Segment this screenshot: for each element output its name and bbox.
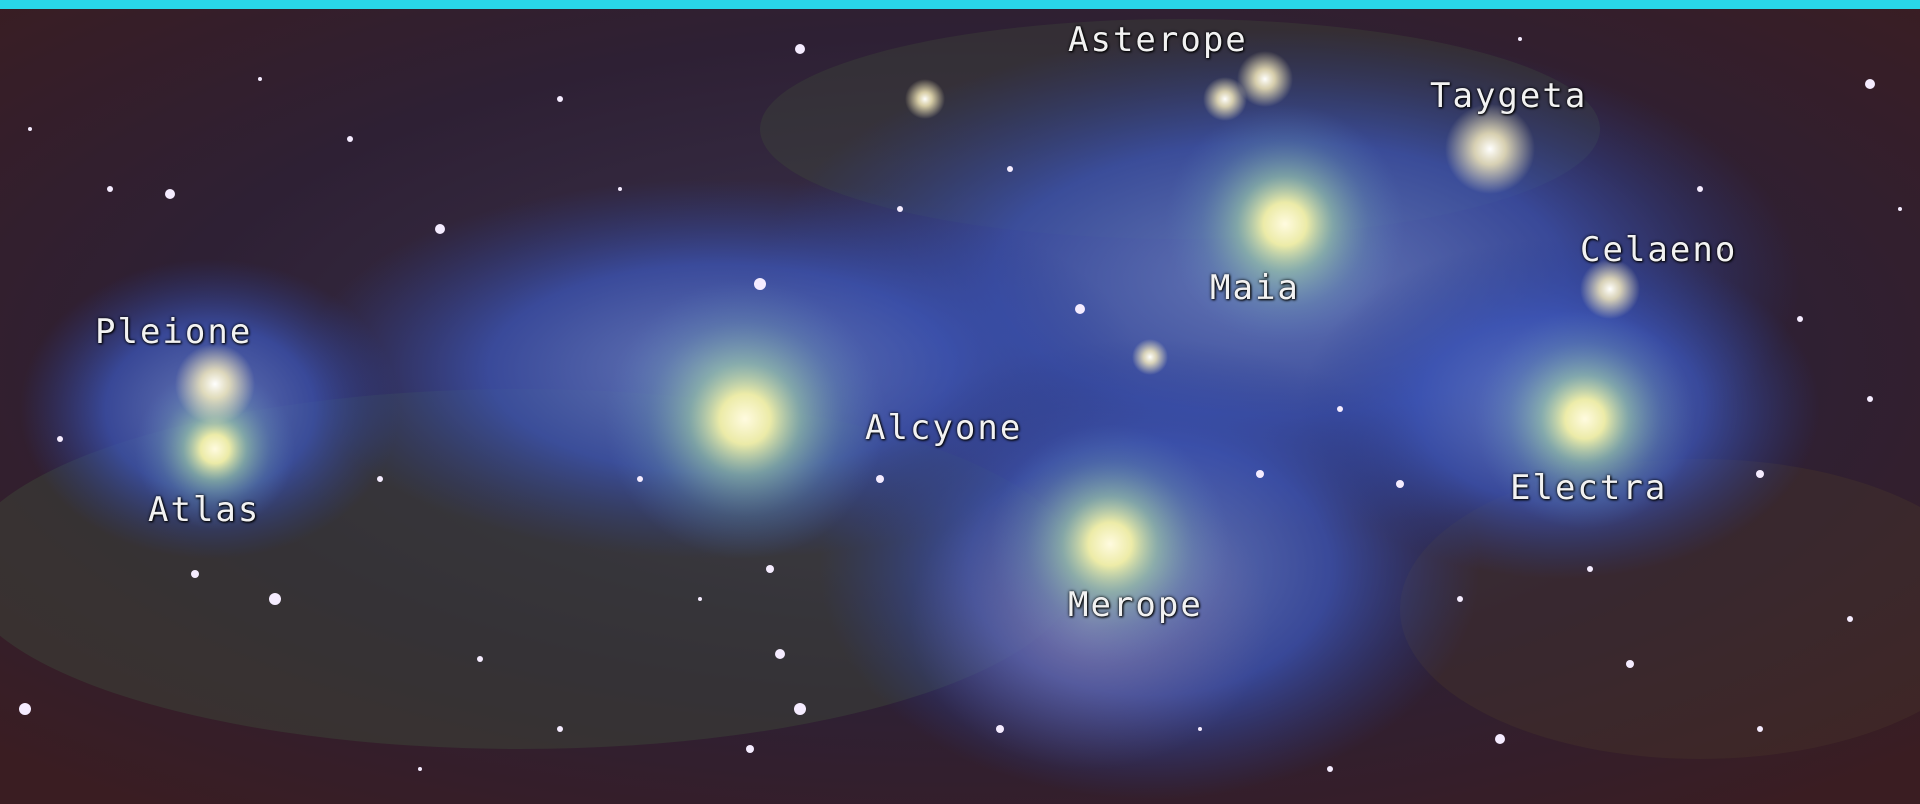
- star-field: [0, 9, 1920, 804]
- label-celaeno: Celaeno: [1580, 230, 1738, 270]
- label-asterope: Asterope: [1068, 20, 1248, 60]
- label-taygeta: Taygeta: [1430, 76, 1588, 116]
- label-merope: Merope: [1068, 585, 1203, 625]
- label-pleione: Pleione: [95, 312, 253, 352]
- label-atlas: Atlas: [148, 490, 261, 530]
- label-alcyone: Alcyone: [865, 408, 1023, 448]
- label-maia: Maia: [1210, 268, 1300, 308]
- top-color-band: [0, 0, 1920, 9]
- label-electra: Electra: [1510, 468, 1668, 508]
